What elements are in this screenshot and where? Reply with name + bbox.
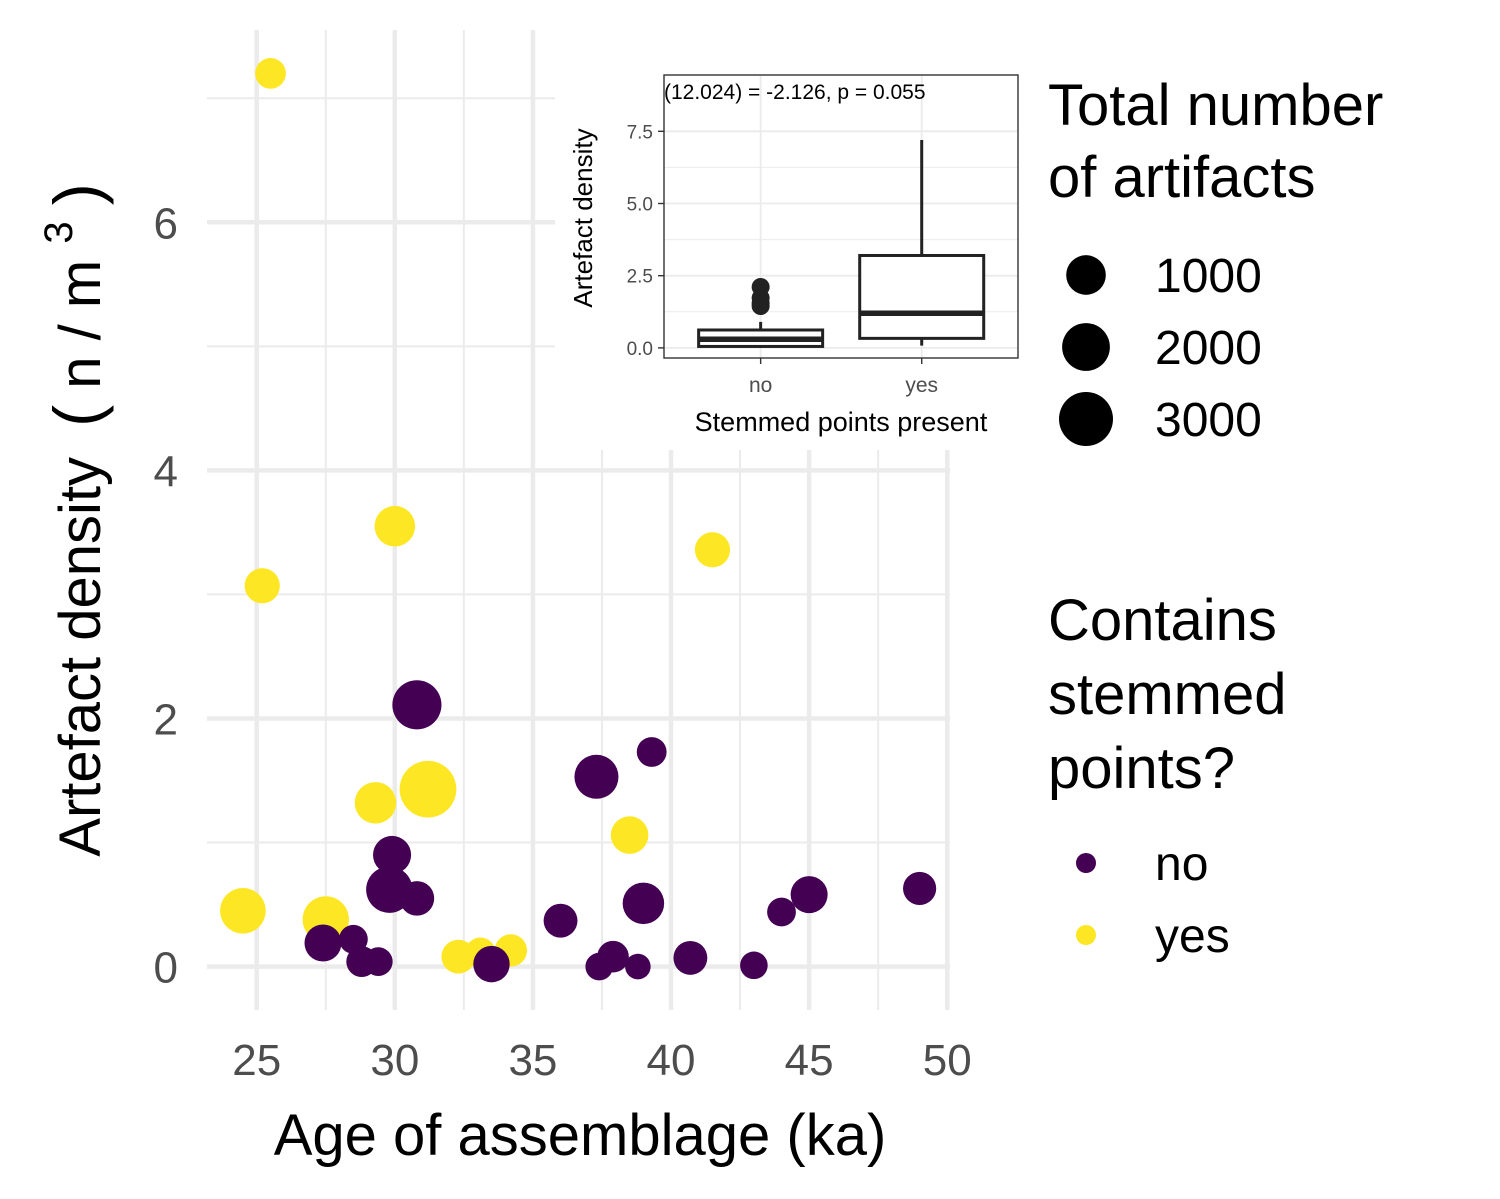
data-point-yes <box>220 887 266 934</box>
size-legend-title: of artifacts <box>1048 145 1316 210</box>
data-point-yes <box>255 58 286 89</box>
y-axis-label-paren-close: ) <box>40 183 114 205</box>
x-tick-label: 45 <box>785 1036 834 1085</box>
size-legend-key <box>1059 392 1113 446</box>
inset-annotation: (12.024) = -2.126, p = 0.055 <box>664 81 926 104</box>
inset-y-tick-label: 2.5 <box>627 267 653 288</box>
inset-y-tick-label: 5.0 <box>627 195 653 216</box>
size-legend-label: 3000 <box>1155 394 1262 447</box>
x-tick-label: 25 <box>232 1036 281 1085</box>
y-axis-label-superscript: 3 <box>37 221 81 243</box>
data-point-no <box>585 952 614 981</box>
data-point-yes <box>694 532 731 568</box>
inset-panel-border <box>663 74 1019 359</box>
color-legend-title: points? <box>1048 736 1235 801</box>
data-point-no <box>373 835 412 874</box>
inset-x-axis-label: Stemmed points present <box>695 407 988 437</box>
legends: Total number of artifacts 1000 2000 3000 Cont… <box>1048 73 1383 963</box>
color-legend-key-no <box>1076 853 1096 873</box>
inset-boxes <box>697 139 986 348</box>
main-grid <box>207 30 950 1010</box>
data-point-no <box>622 882 665 925</box>
size-legend-key <box>1062 323 1110 371</box>
y-tick-label: 2 <box>154 695 178 744</box>
color-legend-label: yes <box>1155 910 1230 963</box>
data-point-yes <box>244 568 280 604</box>
x-axis-label: Age of assemblage (ka) <box>274 1103 887 1168</box>
data-point-yes <box>399 760 457 818</box>
y-tick-label: 6 <box>154 199 178 248</box>
inset-annotation-clip: (12.024) = -2.126, p = 0.055 <box>664 81 926 104</box>
y-axis-label-main: Artefact density <box>48 457 113 857</box>
data-point-no <box>903 871 937 906</box>
data-point-no <box>473 945 510 983</box>
data-point-yes <box>354 782 397 824</box>
size-legend-label: 2000 <box>1155 322 1262 375</box>
y-axis-label-paren-open: ( <box>40 405 114 427</box>
outlier-no <box>751 277 770 296</box>
box-yes <box>858 253 986 340</box>
inset-x-tick-label: no <box>749 374 772 397</box>
color-legend-label: no <box>1155 838 1208 891</box>
color-legend-title: Contains <box>1048 588 1277 653</box>
data-point-no <box>543 903 578 938</box>
x-tick-label: 40 <box>647 1036 696 1085</box>
x-tick-label: 30 <box>370 1036 419 1085</box>
y-axis-label-unit: n / m <box>48 260 113 389</box>
size-legend-label: 1000 <box>1155 250 1262 303</box>
y-axis-label: Artefact density ( n / m 3 ) <box>20 183 114 856</box>
size-legend-key <box>1066 255 1106 295</box>
data-point-no <box>740 951 768 980</box>
data-point-no <box>790 876 828 914</box>
color-legend-title: stemmed <box>1048 662 1287 727</box>
color-legend-key-yes <box>1076 925 1096 945</box>
x-tick-label: 35 <box>508 1036 557 1085</box>
data-point-no <box>673 940 708 975</box>
y-tick-label: 4 <box>154 447 178 496</box>
main-points <box>220 58 937 983</box>
data-point-no <box>392 680 442 730</box>
data-point-yes <box>610 816 649 854</box>
x-tick-label: 50 <box>923 1036 972 1085</box>
inset-x-tick-label: yes <box>905 374 938 397</box>
y-axis-label-group: Artefact density ( n / m 3 ) <box>20 183 114 856</box>
data-point-no <box>399 881 435 916</box>
data-point-no <box>363 947 393 977</box>
data-point-yes <box>374 505 416 547</box>
data-point-no <box>767 897 796 927</box>
data-point-no <box>636 737 667 767</box>
data-point-no <box>574 754 619 799</box>
inset-y-tick-label: 7.5 <box>627 122 653 143</box>
inset-y-axis-label: Artefact density <box>568 128 598 307</box>
data-point-no <box>304 924 342 962</box>
y-tick-label: 0 <box>154 944 178 993</box>
data-point-no <box>625 953 651 980</box>
inset-y-tick-label: 0.0 <box>627 339 653 360</box>
main-x-tick-labels: 25 30 35 40 45 50 <box>232 1036 971 1085</box>
main-y-tick-labels: 0 2 4 6 <box>154 199 178 992</box>
inset-axes: 0.0 2.5 5.0 7.5 no yes <box>627 122 938 397</box>
size-legend-title: Total number <box>1048 73 1383 138</box>
